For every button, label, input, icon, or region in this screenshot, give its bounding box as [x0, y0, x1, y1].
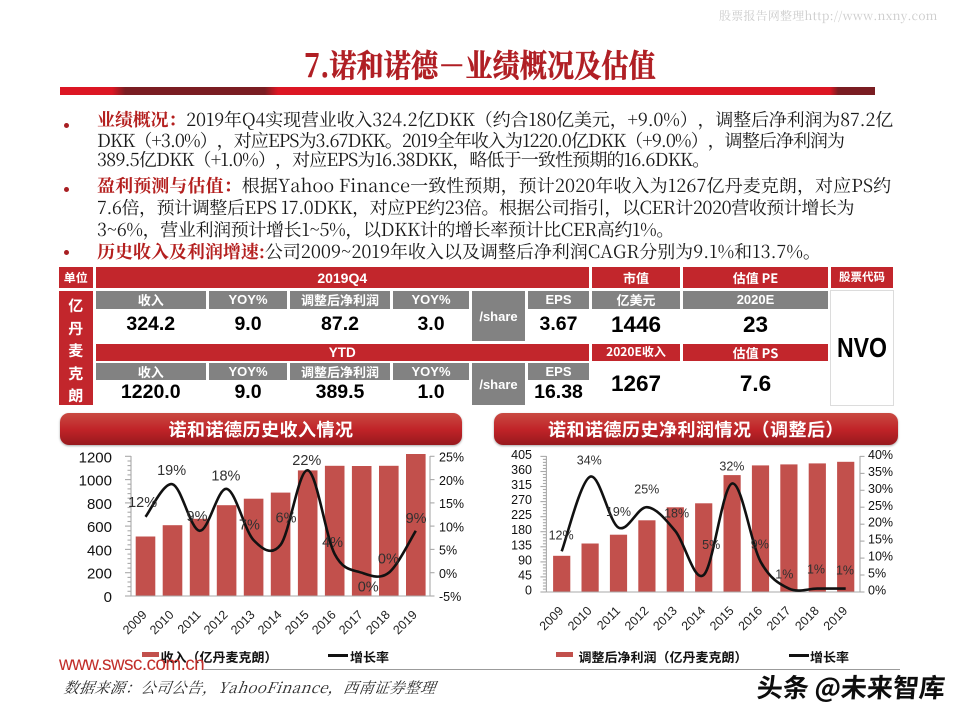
- svg-text:2014: 2014: [679, 604, 709, 634]
- svg-text:15%: 15%: [868, 533, 893, 547]
- svg-text:2017: 2017: [764, 604, 794, 634]
- svg-text:2012: 2012: [201, 608, 231, 638]
- svg-text:1%: 1%: [775, 567, 793, 581]
- svg-text:20%: 20%: [868, 516, 893, 530]
- svg-text:-5%: -5%: [439, 590, 461, 604]
- svg-text:12%: 12%: [128, 495, 157, 511]
- svg-text:400: 400: [87, 542, 112, 559]
- svg-text:2019: 2019: [390, 608, 420, 638]
- svg-text:45: 45: [518, 568, 532, 582]
- svg-text:4%: 4%: [322, 535, 343, 551]
- svg-text:10%: 10%: [868, 550, 893, 564]
- svg-text:270: 270: [511, 493, 532, 507]
- svg-text:2016: 2016: [736, 604, 766, 634]
- svg-text:19%: 19%: [606, 505, 631, 519]
- svg-text:1200: 1200: [79, 449, 112, 466]
- svg-text:2010: 2010: [147, 608, 177, 638]
- svg-text:2013: 2013: [228, 608, 258, 638]
- svg-text:25%: 25%: [868, 499, 893, 513]
- svg-text:315: 315: [511, 478, 532, 492]
- svg-text:34%: 34%: [577, 453, 602, 467]
- svg-text:0%: 0%: [358, 580, 379, 596]
- svg-text:90: 90: [518, 553, 532, 567]
- svg-text:0: 0: [104, 589, 112, 606]
- svg-text:2014: 2014: [255, 608, 285, 638]
- svg-text:800: 800: [87, 496, 112, 513]
- svg-text:2013: 2013: [650, 604, 680, 634]
- svg-text:2010: 2010: [565, 604, 595, 634]
- svg-text:180: 180: [511, 523, 532, 537]
- svg-text:5%: 5%: [702, 538, 720, 552]
- svg-text:25%: 25%: [634, 482, 659, 496]
- svg-text:2019: 2019: [821, 604, 851, 634]
- svg-text:0%: 0%: [439, 567, 457, 581]
- svg-text:5%: 5%: [868, 567, 886, 581]
- svg-text:1000: 1000: [79, 473, 112, 490]
- svg-text:12%: 12%: [549, 529, 574, 543]
- svg-text:2009: 2009: [120, 608, 150, 638]
- svg-text:40%: 40%: [868, 448, 893, 462]
- svg-text:18%: 18%: [211, 468, 240, 484]
- svg-text:360: 360: [511, 463, 532, 477]
- svg-text:22%: 22%: [292, 453, 321, 469]
- svg-text:32%: 32%: [719, 460, 744, 474]
- svg-text:10%: 10%: [439, 520, 464, 534]
- svg-text:35%: 35%: [868, 465, 893, 479]
- svg-text:200: 200: [87, 566, 112, 583]
- svg-text:18%: 18%: [664, 506, 689, 520]
- svg-text:0: 0: [525, 584, 532, 598]
- svg-text:2015: 2015: [282, 608, 312, 638]
- svg-text:225: 225: [511, 508, 532, 522]
- svg-text:2016: 2016: [309, 608, 339, 638]
- svg-text:2012: 2012: [622, 604, 652, 634]
- svg-text:135: 135: [511, 538, 532, 552]
- svg-text:2011: 2011: [594, 604, 623, 633]
- svg-text:9%: 9%: [187, 509, 208, 525]
- svg-text:1%: 1%: [836, 564, 854, 578]
- svg-text:15%: 15%: [439, 497, 464, 511]
- svg-text:2018: 2018: [792, 604, 822, 634]
- svg-text:2009: 2009: [537, 604, 567, 634]
- svg-text:600: 600: [87, 519, 112, 536]
- svg-text:19%: 19%: [157, 463, 186, 479]
- svg-text:25%: 25%: [439, 451, 464, 465]
- svg-text:0%: 0%: [378, 552, 399, 568]
- svg-text:405: 405: [511, 448, 532, 462]
- svg-text:9%: 9%: [751, 537, 769, 551]
- svg-text:5%: 5%: [439, 544, 457, 558]
- svg-text:7%: 7%: [239, 517, 260, 533]
- svg-text:0%: 0%: [868, 584, 886, 598]
- svg-text:2018: 2018: [363, 608, 393, 638]
- svg-text:2015: 2015: [707, 604, 737, 634]
- svg-text:30%: 30%: [868, 482, 893, 496]
- svg-text:20%: 20%: [439, 474, 464, 488]
- svg-text:2011: 2011: [175, 608, 204, 637]
- svg-text:9%: 9%: [406, 511, 427, 527]
- svg-text:2017: 2017: [336, 608, 366, 638]
- svg-text:1%: 1%: [807, 562, 825, 576]
- svg-text:6%: 6%: [276, 510, 297, 526]
